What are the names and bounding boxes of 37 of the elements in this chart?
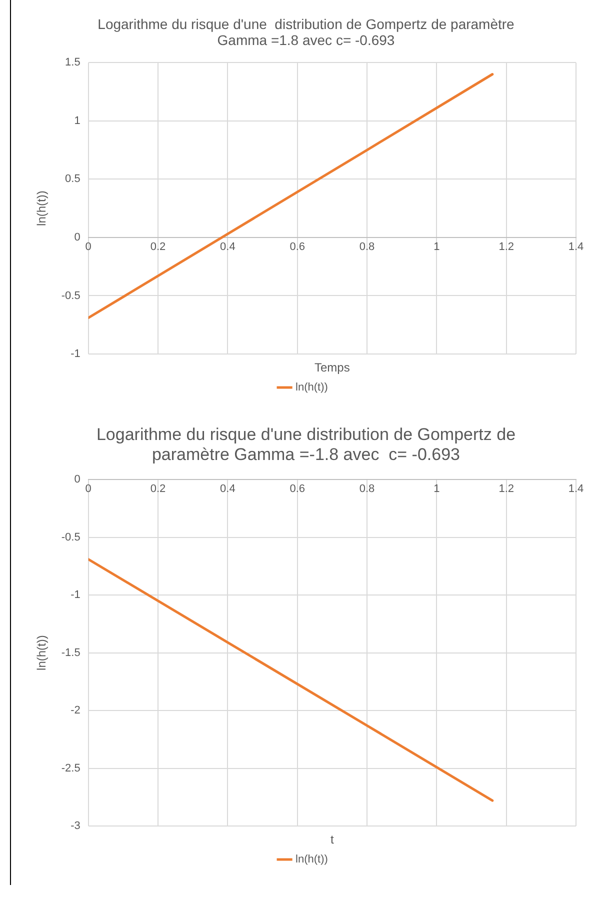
x-tick-label: 0.8 [359,483,375,496]
x-tick-label: 0 [85,483,92,496]
y-tick-label: -1 [70,348,80,360]
x-tick-label: 1 [434,241,440,254]
x-tick-label: 1.2 [498,241,514,254]
y-tick-label: -1 [70,589,80,602]
x-tick-label: 0.8 [359,241,375,254]
x-tick-label: 1.4 [568,241,584,254]
legend-label: ln(h(t)) [296,382,328,394]
x-tick-label: 1.2 [498,483,514,496]
x-tick-label: 0.4 [220,241,236,254]
y-tick-label: 0 [74,231,80,244]
y-tick-label: 0.5 [65,173,80,186]
x-tick-label: 1.4 [568,483,584,496]
chart-title: Logarithme du risque d'une distribution de Gompertz de paramètre Gamma =1.8 avec c= -0.693 [96,16,516,48]
x-tick-label: 0.6 [290,483,305,496]
x-tick-label: 0.4 [220,483,236,496]
y-tick-label: -0.5 [61,531,80,544]
y-tick-label: -0.5 [61,290,80,302]
x-axis-title: Temps [314,360,350,374]
x-tick-label: 0.2 [150,241,166,254]
chart-title: Logarithme du risque d'une distribution de Gompertz de paramètre Gamma =-1.8 avec c= -0.693 [95,425,517,465]
y-tick-label: -1.5 [61,646,80,659]
y-tick-label: -2 [70,704,80,717]
x-tick-label: 1 [434,483,440,496]
legend-label: ln(h(t)) [296,854,328,866]
y-tick-label: 1.5 [65,56,80,69]
y-axis-title: ln(h(t)) [34,190,49,226]
x-axis-title: t [330,832,335,846]
y-tick-label: 1 [74,114,80,127]
x-tick-label: 0 [85,241,92,254]
x-tick-label: 0.2 [150,483,166,496]
y-tick-label: 0 [74,474,80,486]
y-axis-title: ln(h(t)) [34,635,49,670]
y-tick-label: -2.5 [61,762,80,774]
y-tick-label: -3 [70,820,80,832]
x-tick-label: 0.6 [290,241,305,254]
